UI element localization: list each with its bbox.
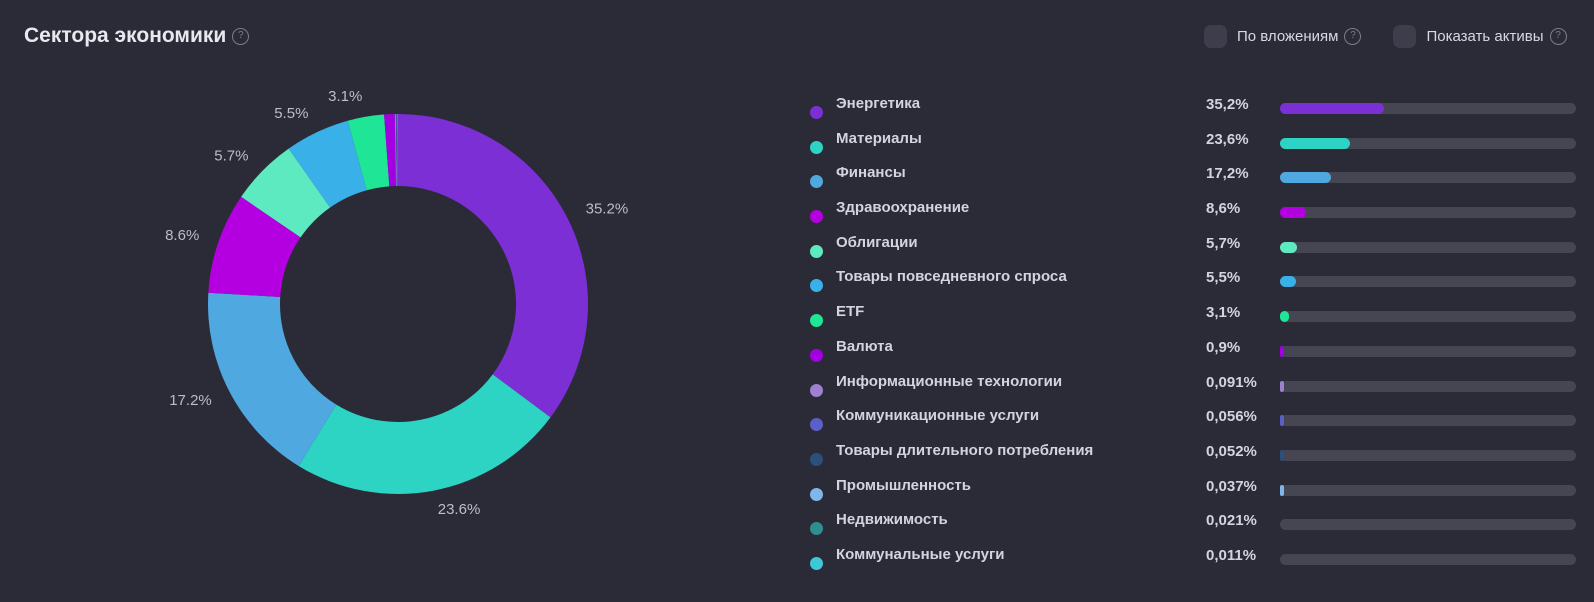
svg-text:8.6%: 8.6% bbox=[165, 227, 199, 244]
svg-text:3.1%: 3.1% bbox=[328, 88, 362, 105]
svg-text:5.5%: 5.5% bbox=[274, 105, 308, 122]
svg-text:17.2%: 17.2% bbox=[169, 392, 212, 409]
svg-text:5.7%: 5.7% bbox=[214, 147, 248, 164]
svg-text:35.2%: 35.2% bbox=[586, 201, 629, 218]
svg-text:23.6%: 23.6% bbox=[438, 501, 481, 518]
